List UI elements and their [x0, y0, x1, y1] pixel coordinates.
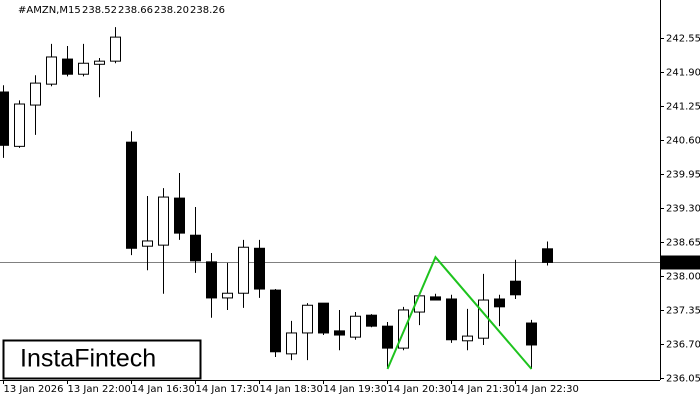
- candle-body: [542, 248, 553, 263]
- price-label: 238.26: [664, 258, 699, 269]
- header-value: 238.26: [190, 5, 225, 16]
- candle-body: [0, 91, 9, 146]
- candle-body: [318, 302, 329, 334]
- candle-body: [334, 330, 345, 336]
- x-tick-label: 13 Jan 22:00: [68, 384, 131, 395]
- candle-body: [366, 314, 377, 327]
- candle-body: [398, 309, 409, 349]
- candle-body: [142, 240, 153, 247]
- candle-body: [174, 197, 185, 234]
- candle-body: [270, 289, 281, 353]
- candle-body: [238, 246, 249, 294]
- y-tick-label: 237.35: [666, 306, 700, 317]
- header-value: 238.20: [154, 5, 189, 16]
- price-label-bg: [661, 255, 700, 270]
- y-tick-label: 241.90: [666, 68, 700, 79]
- chart-title: #AMZN,M15: [18, 5, 81, 16]
- candle-body: [126, 141, 137, 249]
- logo-box: [2, 339, 202, 380]
- candle-body: [14, 103, 25, 147]
- candle-body: [302, 304, 313, 334]
- x-tick-label: 14 Jan 18:30: [260, 384, 323, 395]
- logo: InstaFintech: [20, 345, 156, 373]
- candle-body: [78, 62, 89, 75]
- x-tick-label: 14 Jan 17:30: [196, 384, 259, 395]
- candle-body: [286, 332, 297, 355]
- x-tick-label: 14 Jan 21:30: [452, 384, 515, 395]
- pattern-line: [386, 255, 533, 370]
- x-tick-label: 14 Jan 22:30: [516, 384, 579, 395]
- x-tick-label: 14 Jan 20:30: [388, 384, 451, 395]
- y-tick-label: 239.95: [666, 170, 700, 181]
- x-tick-label: 13 Jan 2026: [4, 384, 64, 395]
- y-tick-label: 241.25: [666, 102, 700, 113]
- y-tick-label: 242.55: [666, 34, 700, 45]
- candle-body: [478, 299, 489, 339]
- y-tick-label: 236.05: [666, 374, 700, 385]
- y-tick-label: 238.00: [666, 272, 700, 283]
- y-tick-label: 240.60: [666, 136, 700, 147]
- candle-body: [30, 82, 41, 106]
- candle-body: [430, 296, 441, 301]
- y-tick-label: 239.30: [666, 204, 700, 215]
- x-tick-label: 14 Jan 16:30: [132, 384, 195, 395]
- candle-body: [206, 261, 217, 299]
- candle-body: [526, 322, 537, 346]
- y-tick-label: 236.70: [666, 340, 700, 351]
- candle-body: [462, 335, 473, 342]
- candle-body: [46, 56, 57, 85]
- candle-body: [382, 325, 393, 349]
- candle-body: [254, 247, 265, 290]
- candle-body: [494, 298, 505, 308]
- candle-body: [158, 196, 169, 246]
- candle-body: [510, 280, 521, 296]
- y-tick-label: 238.65: [666, 238, 700, 249]
- candle-body: [110, 36, 121, 62]
- candle-body: [94, 60, 105, 65]
- candle-body: [350, 315, 361, 338]
- candle-body: [222, 292, 233, 299]
- x-tick-label: 14 Jan 19:30: [324, 384, 387, 395]
- candle-body: [190, 234, 201, 262]
- candle-body: [62, 58, 73, 75]
- header-value: 238.66: [118, 5, 153, 16]
- header-value: 238.52: [82, 5, 117, 16]
- candle-body: [446, 298, 457, 341]
